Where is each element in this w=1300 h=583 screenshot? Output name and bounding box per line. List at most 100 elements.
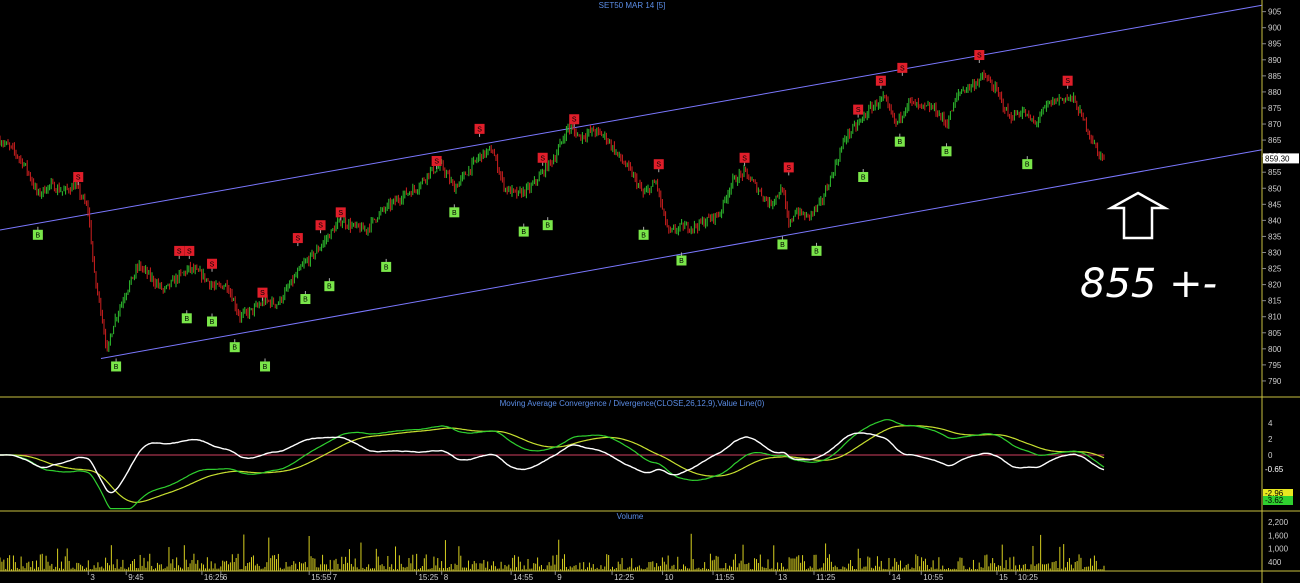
buy-signal-marker — [777, 239, 788, 250]
macd-value-label: -0.65 — [1265, 465, 1284, 474]
macd-y-tick-label: 2 — [1268, 435, 1273, 444]
macd-value-label: -3.62 — [1265, 496, 1284, 505]
price-y-tick-label: 805 — [1268, 329, 1282, 338]
x-tick-label: 3 — [90, 573, 95, 582]
signal-letter: B — [184, 316, 189, 323]
buy-signal-marker — [858, 171, 869, 182]
signal-letter: B — [679, 258, 684, 265]
signal-letter: B — [814, 248, 819, 255]
x-tick-label: 13 — [778, 573, 787, 582]
buy-signal-marker — [229, 342, 240, 353]
buy-signal-marker — [181, 313, 192, 324]
buy-signal-marker — [111, 361, 122, 372]
price-y-tick-label: 885 — [1268, 72, 1282, 81]
signal-letter: S — [856, 107, 861, 114]
signal-letter: B — [384, 264, 389, 271]
x-tick-label: 10:25 — [1018, 573, 1039, 582]
x-tick-label: 14 — [892, 573, 901, 582]
buy-signal-marker — [1022, 159, 1033, 170]
volume-y-tick-label: 1,600 — [1268, 531, 1289, 540]
x-tick-label: 15:55 — [311, 573, 332, 582]
x-tick-label: 15 — [999, 573, 1008, 582]
signal-letter: S — [786, 165, 791, 172]
buy-signal-marker — [542, 220, 553, 231]
signal-letter: S — [434, 158, 439, 165]
price-y-tick-label: 830 — [1268, 248, 1282, 257]
signal-letter: S — [742, 155, 747, 162]
signal-letter: S — [76, 175, 81, 182]
buy-signal-marker — [207, 316, 218, 327]
last-price-box — [1263, 153, 1299, 164]
price-y-tick-label: 875 — [1268, 104, 1282, 113]
signal-letter: B — [545, 223, 550, 230]
signal-letter: S — [977, 53, 982, 60]
price-y-tick-label: 795 — [1268, 361, 1282, 370]
price-chart-title: SET50 MAR 14 [5] — [599, 1, 666, 10]
sell-signal-marker — [875, 75, 886, 86]
signal-letter: S — [1065, 78, 1070, 85]
sell-signal-marker — [569, 114, 580, 125]
signal-letter: B — [36, 232, 41, 239]
signal-letter: B — [861, 174, 866, 181]
last-price-label: 859.30 — [1265, 154, 1290, 163]
sell-signal-marker — [739, 152, 750, 163]
price-y-tick-label: 870 — [1268, 120, 1282, 129]
signal-letter: B — [263, 364, 268, 371]
sell-signal-marker — [174, 245, 185, 256]
signal-letter: S — [572, 117, 577, 124]
support-annotation: 855 +- — [1080, 261, 1217, 307]
signal-letter: B — [303, 297, 308, 304]
macd-y-tick-label: 4 — [1268, 419, 1273, 428]
macd-value-line — [0, 432, 1105, 494]
buy-signal-marker — [811, 245, 822, 256]
volume-title: Volume — [617, 512, 644, 521]
signal-letter: S — [338, 210, 343, 217]
sell-signal-marker — [73, 172, 84, 183]
signal-letter: B — [210, 319, 215, 326]
buy-signal-marker — [676, 255, 687, 266]
signal-letter: B — [327, 284, 332, 291]
macd-value-box — [1263, 489, 1293, 498]
sell-signal-marker — [1062, 75, 1073, 86]
x-tick-label: 11:55 — [715, 573, 735, 582]
price-y-tick-label: 835 — [1268, 232, 1282, 241]
sell-signal-marker — [974, 50, 985, 61]
sell-signal-marker — [257, 287, 268, 298]
buy-signal-marker — [300, 294, 311, 305]
price-y-tick-label: 895 — [1268, 40, 1282, 49]
signal-letter: B — [897, 139, 902, 146]
price-y-tick-label: 825 — [1268, 265, 1282, 274]
price-y-tick-label: 880 — [1268, 88, 1282, 97]
macd-line — [0, 419, 1105, 510]
x-tick-label: 10:55 — [923, 573, 944, 582]
buy-signal-marker — [449, 207, 460, 218]
x-tick-label: 12:25 — [614, 573, 635, 582]
macd-panel: -2024-0.65-2.96-3.62 — [0, 419, 1293, 510]
x-tick-label: 11:25 — [816, 573, 836, 582]
price-y-tick-label: 810 — [1268, 313, 1282, 322]
price-y-tick-label: 890 — [1268, 56, 1282, 65]
x-tick-label: 9 — [557, 573, 562, 582]
price-y-tick-label: 800 — [1268, 345, 1282, 354]
signal-letter: S — [260, 290, 265, 297]
price-y-tick-label: 850 — [1268, 184, 1282, 193]
buy-signal-marker — [381, 261, 392, 272]
buy-signal-marker — [32, 229, 43, 240]
price-candles — [0, 69, 1105, 352]
macd-value-box — [1263, 465, 1293, 474]
signal-letter: B — [944, 149, 949, 156]
signal-letter: S — [879, 78, 884, 85]
signal-letter: S — [540, 155, 545, 162]
price-y-tick-label: 845 — [1268, 200, 1282, 209]
up-arrow-icon — [1106, 191, 1170, 240]
signal-letter: B — [452, 210, 457, 217]
price-y-tick-label: 815 — [1268, 297, 1282, 306]
signal-letter: B — [521, 229, 526, 236]
x-tick-label: 9:45 — [128, 573, 144, 582]
volume-y-tick-label: 1,000 — [1268, 545, 1289, 554]
x-tick-label: 8 — [444, 573, 449, 582]
price-y-tick-label: 790 — [1268, 377, 1282, 386]
price-y-tick-label: 900 — [1268, 24, 1282, 33]
